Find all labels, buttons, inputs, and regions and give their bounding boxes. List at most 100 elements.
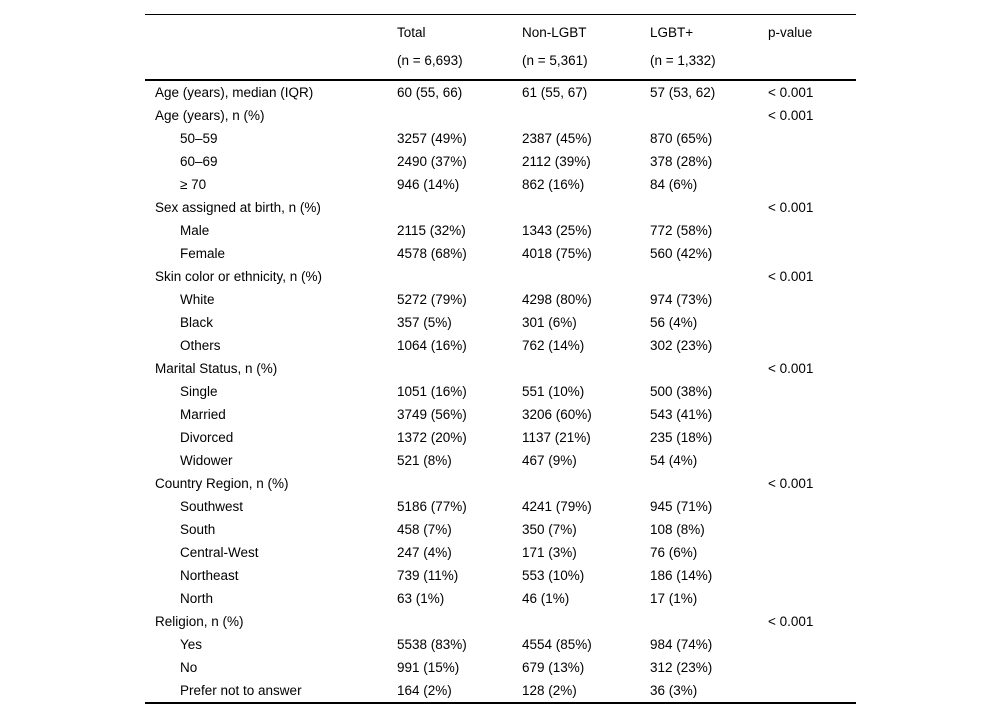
total-value: 1051 (16%) (397, 383, 467, 399)
row-label: Others (180, 337, 221, 353)
p-value: < 0.001 (768, 268, 814, 284)
lgbt-value: 108 (8%) (650, 521, 705, 537)
table-body: Age (years), median (IQR) 60 (55, 66) 61… (145, 80, 856, 703)
nonlgbt-value: 1343 (25%) (522, 222, 592, 238)
row-label: Southwest (180, 498, 244, 514)
table-row: Age (years), n (%) < 0.001 (145, 104, 856, 127)
header-lgbt-label: LGBT+ (650, 25, 694, 40)
lgbt-value: 560 (42%) (650, 245, 713, 261)
total-value (397, 357, 522, 380)
row-label: Sex assigned at birth, n (%) (155, 199, 321, 215)
total-value (397, 472, 522, 495)
lgbt-value: 500 (38%) (650, 383, 713, 399)
header-row: Total (n = 6,693) Non-LGBT (n = 5,361) L… (145, 15, 856, 81)
table-row: Religion, n (%) < 0.001 (145, 610, 856, 633)
table-row: South 458 (7%) 350 (7%) 108 (8%) (145, 518, 856, 541)
nonlgbt-value (522, 472, 650, 495)
lgbt-value (650, 265, 768, 288)
p-value (768, 587, 856, 610)
p-value: < 0.001 (768, 84, 814, 100)
total-value: 458 (7%) (397, 521, 452, 537)
table-row: Southwest 5186 (77%) 4241 (79%) 945 (71%… (145, 495, 856, 518)
table-row: Country Region, n (%) < 0.001 (145, 472, 856, 495)
total-value: 60 (55, 66) (397, 84, 463, 100)
total-value (397, 265, 522, 288)
lgbt-value: 54 (4%) (650, 452, 698, 468)
row-label: Prefer not to answer (180, 682, 302, 698)
total-value (397, 104, 522, 127)
row-label: Divorced (180, 429, 234, 445)
total-value: 946 (14%) (397, 176, 460, 192)
nonlgbt-value: 2387 (45%) (522, 130, 592, 146)
row-label: 60–69 (180, 153, 218, 169)
table-row: ≥ 70 946 (14%) 862 (16%) 84 (6%) (145, 173, 856, 196)
p-value (768, 380, 856, 403)
header-lgbt-n: (n = 1,332) (650, 53, 716, 68)
total-value: 3257 (49%) (397, 130, 467, 146)
p-value (768, 127, 856, 150)
p-value (768, 242, 856, 265)
nonlgbt-value: 301 (6%) (522, 314, 577, 330)
nonlgbt-value (522, 610, 650, 633)
table-row: Divorced 1372 (20%) 1137 (21%) 235 (18%) (145, 426, 856, 449)
lgbt-value: 378 (28%) (650, 153, 713, 169)
lgbt-value: 56 (4%) (650, 314, 698, 330)
row-label: Marital Status, n (%) (155, 360, 278, 376)
p-value: < 0.001 (768, 613, 814, 629)
total-value: 991 (15%) (397, 659, 460, 675)
table-row: Skin color or ethnicity, n (%) < 0.001 (145, 265, 856, 288)
nonlgbt-value: 467 (9%) (522, 452, 577, 468)
lgbt-value: 772 (58%) (650, 222, 713, 238)
total-value: 1372 (20%) (397, 429, 467, 445)
table-row: Female 4578 (68%) 4018 (75%) 560 (42%) (145, 242, 856, 265)
total-value: 1064 (16%) (397, 337, 467, 353)
p-value (768, 288, 856, 311)
nonlgbt-value: 762 (14%) (522, 337, 585, 353)
lgbt-value (650, 357, 768, 380)
lgbt-value: 84 (6%) (650, 176, 698, 192)
lgbt-value: 974 (73%) (650, 291, 713, 307)
table-row: Black 357 (5%) 301 (6%) 56 (4%) (145, 311, 856, 334)
header-total-label: Total (397, 25, 426, 40)
nonlgbt-value: 171 (3%) (522, 544, 577, 560)
row-label: Married (180, 406, 226, 422)
lgbt-value: 312 (23%) (650, 659, 713, 675)
table-container: Total (n = 6,693) Non-LGBT (n = 5,361) L… (145, 14, 856, 704)
table-row: Central-West 247 (4%) 171 (3%) 76 (6%) (145, 541, 856, 564)
p-value (768, 633, 856, 656)
total-value: 2490 (37%) (397, 153, 467, 169)
header-total: Total (n = 6,693) (397, 15, 522, 81)
table-row: Single 1051 (16%) 551 (10%) 500 (38%) (145, 380, 856, 403)
row-label: Age (years), n (%) (155, 107, 265, 123)
row-label: North (180, 590, 214, 606)
nonlgbt-value (522, 357, 650, 380)
total-value: 5538 (83%) (397, 636, 467, 652)
table-row: Widower 521 (8%) 467 (9%) 54 (4%) (145, 449, 856, 472)
nonlgbt-value (522, 196, 650, 219)
row-label: 50–59 (180, 130, 218, 146)
table-row: Sex assigned at birth, n (%) < 0.001 (145, 196, 856, 219)
nonlgbt-value (522, 104, 650, 127)
p-value (768, 403, 856, 426)
p-value (768, 656, 856, 679)
row-label: Black (180, 314, 214, 330)
table-row: Others 1064 (16%) 762 (14%) 302 (23%) (145, 334, 856, 357)
row-label: Male (180, 222, 210, 238)
p-value (768, 150, 856, 173)
p-value (768, 219, 856, 242)
p-value (768, 334, 856, 357)
total-value: 164 (2%) (397, 682, 452, 698)
p-value: < 0.001 (768, 475, 814, 491)
row-label: South (180, 521, 216, 537)
row-label: Yes (180, 636, 203, 652)
row-label: Age (years), median (IQR) (155, 84, 314, 100)
nonlgbt-value: 679 (13%) (522, 659, 585, 675)
nonlgbt-value: 553 (10%) (522, 567, 585, 583)
nonlgbt-value: 46 (1%) (522, 590, 570, 606)
lgbt-value: 302 (23%) (650, 337, 713, 353)
p-value: < 0.001 (768, 360, 814, 376)
lgbt-value: 543 (41%) (650, 406, 713, 422)
lgbt-value (650, 104, 768, 127)
table-row: Marital Status, n (%) < 0.001 (145, 357, 856, 380)
